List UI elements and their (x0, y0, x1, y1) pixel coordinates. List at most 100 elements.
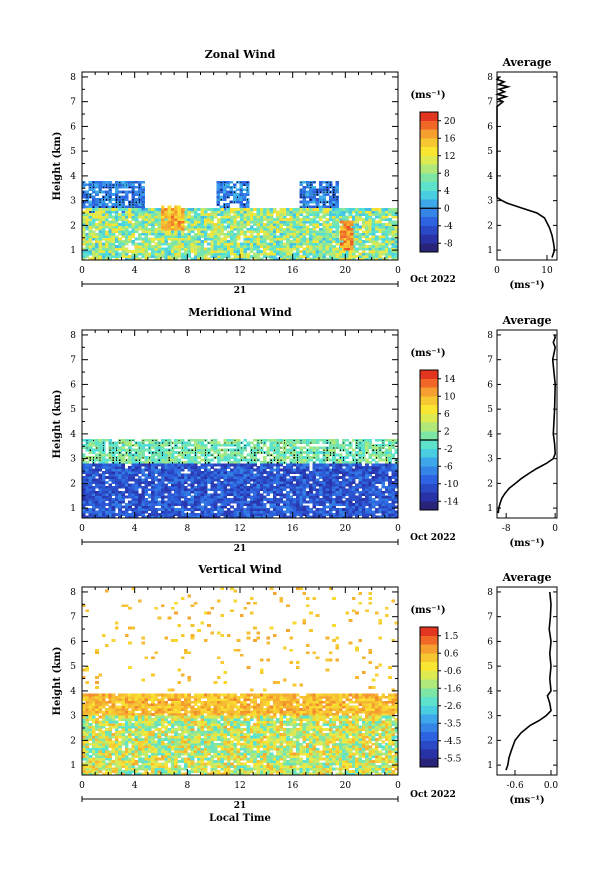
heatmap-cell (187, 441, 191, 445)
heatmap-cell (233, 473, 238, 477)
heatmap-cell (138, 190, 142, 194)
heatmap-cell (177, 250, 182, 253)
heatmap-cell (371, 225, 376, 229)
heatmap-cell (378, 237, 382, 241)
heatmap-cell (213, 508, 218, 511)
heatmap-cell (124, 480, 129, 484)
heatmap-cell (279, 473, 284, 477)
heatmap-cell (358, 438, 363, 442)
heatmap-cell (289, 242, 294, 246)
heatmap-cell (82, 210, 86, 214)
heatmap-cell (98, 505, 103, 509)
heatmap-cell (361, 235, 366, 239)
heatmap-cell (309, 222, 313, 226)
heatmap-cell (371, 247, 376, 251)
heatmap-cell (101, 213, 106, 216)
heatmap-cell (365, 255, 369, 258)
heatmap-cell (375, 438, 379, 442)
heatmap-cell (121, 498, 126, 502)
heatmap-cell (154, 242, 159, 246)
heatmap-cell (332, 237, 336, 241)
panel-title: Meridional Wind (188, 306, 292, 319)
heatmap-cell (269, 220, 274, 224)
heatmap-cell (340, 227, 344, 231)
heatmap-cell (197, 227, 201, 231)
heatmap-cell (164, 466, 168, 469)
heatmap-cell (388, 453, 392, 457)
heatmap-cell (85, 217, 89, 221)
heatmap-cell (190, 485, 195, 489)
profile-y-tick-label: 5 (487, 147, 493, 157)
heatmap-cell (170, 478, 175, 482)
heatmap-cell (216, 188, 220, 192)
heatmap-cell (197, 513, 201, 516)
heatmap-cell (289, 220, 294, 224)
contour-dot (158, 449, 160, 451)
heatmap-cell (299, 257, 303, 261)
heatmap-cell (187, 222, 191, 226)
heatmap-cell (177, 210, 182, 214)
contour-dot (106, 186, 108, 188)
heatmap-cell (161, 513, 165, 516)
heatmap-cell (322, 240, 326, 244)
heatmap-cell (217, 220, 221, 224)
heatmap-cell (253, 473, 257, 477)
heatmap-cell (296, 242, 300, 246)
heatmap-cell (177, 230, 182, 234)
heatmap-cell (177, 485, 182, 489)
heatmap-cell (249, 473, 254, 477)
heatmap-cell (361, 225, 366, 229)
heatmap-cell (210, 500, 215, 504)
heatmap-cell (88, 438, 93, 442)
heatmap-cell (151, 483, 155, 487)
heatmap-cell (190, 208, 195, 211)
heatmap-cell (312, 225, 317, 229)
heatmap-cell (190, 471, 195, 474)
contour-dot (326, 457, 328, 459)
contour-dot (220, 181, 222, 183)
heatmap-cell (223, 468, 228, 472)
contour-dot (122, 206, 124, 208)
heatmap-cell (184, 232, 188, 236)
contour-dot (99, 199, 101, 201)
heatmap-cell (315, 198, 320, 202)
heatmap-cell (289, 471, 294, 474)
heatmap-cell (226, 453, 231, 457)
heatmap-cell (95, 485, 99, 489)
heatmap-cell (144, 468, 149, 472)
heatmap-cell (180, 252, 185, 256)
heatmap-cell (88, 217, 93, 221)
heatmap-cell (157, 493, 162, 497)
heatmap-cell (245, 203, 250, 206)
colorbar-swatch (420, 182, 438, 192)
heatmap-cell (180, 488, 185, 492)
heatmap-cell (249, 446, 254, 450)
heatmap-cell (111, 473, 116, 477)
heatmap-cell (200, 485, 205, 489)
heatmap-cell (286, 483, 290, 487)
heatmap-cell (180, 215, 185, 219)
heatmap-cell (85, 488, 89, 492)
heatmap-cell (193, 461, 198, 464)
heatmap-cell (95, 198, 99, 202)
heatmap-cell (101, 495, 106, 499)
heatmap-cell (335, 220, 340, 224)
heatmap-cell (289, 500, 294, 504)
heatmap-cell (322, 461, 326, 464)
heatmap-cell (305, 252, 310, 256)
heatmap-cell (292, 232, 297, 236)
heatmap-cell (213, 478, 218, 482)
heatmap-cell (279, 461, 284, 464)
heatmap-cell (263, 227, 267, 231)
heatmap-cell (121, 493, 126, 497)
heatmap-cell (249, 232, 254, 236)
heatmap-cell (111, 448, 116, 452)
heatmap-cell (108, 190, 112, 194)
contour-dot (125, 459, 127, 461)
heatmap-cell (343, 220, 348, 224)
heatmap-cell (124, 252, 129, 256)
heatmap-cell (82, 483, 86, 487)
heatmap-cell (170, 242, 175, 246)
heatmap-cell (147, 441, 152, 445)
heatmap-cell (226, 210, 231, 214)
